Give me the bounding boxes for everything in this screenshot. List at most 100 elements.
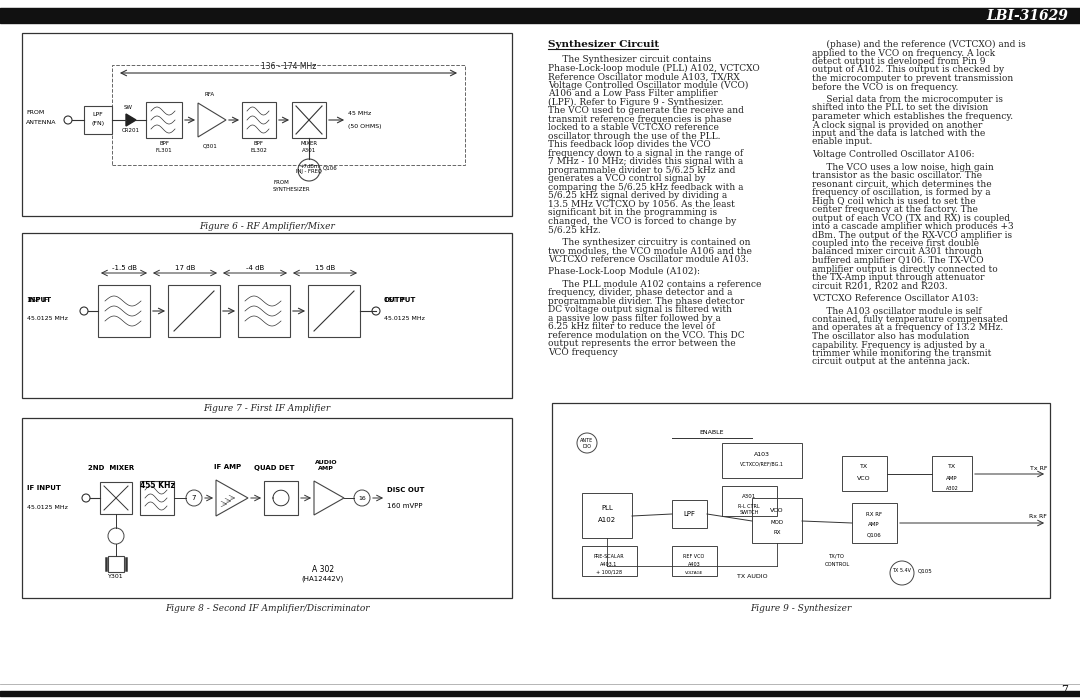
Text: TX: TX bbox=[860, 464, 868, 470]
Bar bbox=[146, 102, 183, 138]
Text: CONTROL: CONTROL bbox=[824, 561, 850, 567]
Text: A 302: A 302 bbox=[312, 565, 334, 574]
Text: balanced mixer circuit A301 through: balanced mixer circuit A301 through bbox=[812, 248, 982, 256]
Text: 136 - 174 MHz: 136 - 174 MHz bbox=[260, 62, 316, 71]
Text: resonant circuit, which determines the: resonant circuit, which determines the bbox=[812, 179, 991, 188]
Text: VCO: VCO bbox=[858, 475, 870, 480]
Text: -4 dB: -4 dB bbox=[246, 265, 265, 271]
Text: DISC OUT: DISC OUT bbox=[387, 487, 424, 493]
Text: 16: 16 bbox=[359, 496, 366, 500]
Bar bbox=[22, 418, 512, 598]
Text: High Q coil which is used to set the: High Q coil which is used to set the bbox=[812, 197, 975, 205]
Text: ANTENNA: ANTENNA bbox=[26, 120, 56, 125]
Text: MIXER: MIXER bbox=[300, 141, 318, 146]
Text: PLL: PLL bbox=[602, 505, 613, 511]
Text: coupled into the receive first double: coupled into the receive first double bbox=[812, 239, 978, 248]
Text: 2ND  MIXER: 2ND MIXER bbox=[87, 465, 134, 471]
Text: BPF: BPF bbox=[254, 141, 264, 146]
Bar bbox=[242, 102, 276, 138]
Text: output represents the error between the: output represents the error between the bbox=[548, 339, 735, 348]
Text: A clock signal is provided on another: A clock signal is provided on another bbox=[812, 121, 983, 130]
Text: 160 mVPP: 160 mVPP bbox=[387, 503, 422, 509]
Text: The VCO uses a low noise, high gain: The VCO uses a low noise, high gain bbox=[812, 163, 994, 172]
Text: 1ST IF: 1ST IF bbox=[27, 297, 49, 303]
Text: DC voltage output signal is filtered with: DC voltage output signal is filtered wit… bbox=[548, 305, 732, 314]
Text: DIO: DIO bbox=[582, 443, 592, 449]
Bar bbox=[0, 8, 1080, 23]
Bar bbox=[752, 498, 802, 543]
Text: amplifier output is directly connected to: amplifier output is directly connected t… bbox=[812, 265, 998, 274]
Text: 17 dB: 17 dB bbox=[175, 265, 195, 271]
Text: A103: A103 bbox=[754, 452, 770, 456]
Bar bbox=[723, 486, 777, 516]
Text: 45.0125 MHz: 45.0125 MHz bbox=[27, 505, 68, 510]
Text: a passive low pass filter followed by a: a passive low pass filter followed by a bbox=[548, 313, 720, 322]
Bar bbox=[0, 691, 1080, 696]
Text: frequency of oscillation, is formed by a: frequency of oscillation, is formed by a bbox=[812, 188, 990, 197]
Text: (HA12442V): (HA12442V) bbox=[302, 576, 345, 582]
Text: LPF: LPF bbox=[683, 511, 696, 517]
Bar bbox=[842, 456, 887, 491]
Text: output of each VCO (TX and RX) is coupled: output of each VCO (TX and RX) is couple… bbox=[812, 214, 1010, 223]
Bar bbox=[100, 482, 132, 514]
Text: center frequency at the factory. The: center frequency at the factory. The bbox=[812, 205, 977, 214]
Text: Phase-Lock-loop module (PLL) A102, VCTCXO: Phase-Lock-loop module (PLL) A102, VCTCX… bbox=[548, 64, 759, 73]
Text: AUDIO
AMP: AUDIO AMP bbox=[314, 460, 337, 471]
Polygon shape bbox=[126, 114, 136, 126]
Bar bbox=[552, 403, 1050, 598]
Text: frequency down to a signal in the range of: frequency down to a signal in the range … bbox=[548, 149, 743, 158]
Text: A301: A301 bbox=[302, 148, 316, 153]
Text: VCTCXO reference Oscillator module A103.: VCTCXO reference Oscillator module A103. bbox=[548, 255, 748, 264]
Text: FROM: FROM bbox=[273, 180, 288, 185]
Text: Figure 7 - First IF Amplifier: Figure 7 - First IF Amplifier bbox=[203, 404, 330, 413]
Bar bbox=[22, 233, 512, 398]
Text: TX: TX bbox=[948, 464, 956, 470]
Text: 45.0125 MHz: 45.0125 MHz bbox=[27, 316, 68, 321]
Text: The A103 oscillator module is self: The A103 oscillator module is self bbox=[812, 306, 982, 315]
Text: TX/TO: TX/TO bbox=[829, 554, 845, 558]
Text: Q105: Q105 bbox=[918, 568, 933, 574]
Text: AMP: AMP bbox=[868, 523, 880, 528]
Text: This feedback loop divides the VCO: This feedback loop divides the VCO bbox=[548, 140, 711, 149]
Text: The synthesizer circuitry is contained on: The synthesizer circuitry is contained o… bbox=[548, 238, 751, 247]
Text: EL302: EL302 bbox=[251, 148, 268, 153]
Bar bbox=[84, 106, 112, 134]
Text: programmable divider. The phase detector: programmable divider. The phase detector bbox=[548, 297, 744, 306]
Text: and operates at a frequency of 13.2 MHz.: and operates at a frequency of 13.2 MHz. bbox=[812, 323, 1003, 332]
Text: SWITCH: SWITCH bbox=[740, 510, 758, 516]
Text: shifted into the PLL to set the division: shifted into the PLL to set the division bbox=[812, 103, 988, 112]
Text: FROM: FROM bbox=[26, 110, 44, 115]
Text: Figure 9 - Synthesizer: Figure 9 - Synthesizer bbox=[751, 604, 852, 613]
Text: detect output is developed from Pin 9: detect output is developed from Pin 9 bbox=[812, 57, 986, 66]
Bar bbox=[723, 443, 802, 478]
Text: 455 KHz: 455 KHz bbox=[140, 482, 175, 491]
Bar bbox=[852, 503, 897, 543]
Bar bbox=[672, 546, 717, 576]
Text: QUAD DET: QUAD DET bbox=[254, 465, 294, 471]
Text: IF AMP: IF AMP bbox=[215, 464, 242, 470]
Text: 45 MHz: 45 MHz bbox=[348, 111, 372, 116]
Text: Rx RF: Rx RF bbox=[1029, 514, 1047, 519]
Text: VOLTAGE: VOLTAGE bbox=[685, 571, 703, 575]
Text: LBI-31629: LBI-31629 bbox=[986, 9, 1068, 23]
Text: applied to the VCO on frequency. A lock: applied to the VCO on frequency. A lock bbox=[812, 48, 995, 57]
Text: IF INPUT: IF INPUT bbox=[27, 485, 60, 491]
Text: RFA: RFA bbox=[205, 92, 215, 97]
Text: +7dBm: +7dBm bbox=[299, 163, 319, 168]
Text: VCTXCO/REF/BG.1: VCTXCO/REF/BG.1 bbox=[740, 461, 784, 466]
Text: A403: A403 bbox=[688, 563, 700, 567]
Text: Q301: Q301 bbox=[203, 144, 217, 149]
Text: transmit reference frequencies is phase: transmit reference frequencies is phase bbox=[548, 114, 731, 124]
Text: 5/6.25 kHz signal derived by dividing a: 5/6.25 kHz signal derived by dividing a bbox=[548, 191, 727, 200]
Text: programmable divider to 5/6.25 kHz and: programmable divider to 5/6.25 kHz and bbox=[548, 165, 735, 174]
Text: SW: SW bbox=[123, 105, 133, 110]
Text: 13.5 MHz VCTCXO by 1056. As the least: 13.5 MHz VCTCXO by 1056. As the least bbox=[548, 200, 734, 209]
Text: (LPF). Refer to Figure 9 - Synthesizer.: (LPF). Refer to Figure 9 - Synthesizer. bbox=[548, 98, 724, 107]
Text: contained, fully temperature compensated: contained, fully temperature compensated bbox=[812, 315, 1008, 324]
Text: Phase-Lock-Loop Module (A102):: Phase-Lock-Loop Module (A102): bbox=[548, 267, 700, 276]
Text: reference modulation on the VCO. This DC: reference modulation on the VCO. This DC bbox=[548, 331, 744, 340]
Text: (50 OHMS): (50 OHMS) bbox=[348, 124, 381, 129]
Bar bbox=[112, 65, 465, 165]
Text: capability. Frequency is adjusted by a: capability. Frequency is adjusted by a bbox=[812, 341, 985, 350]
Text: (FN): (FN) bbox=[92, 121, 105, 126]
